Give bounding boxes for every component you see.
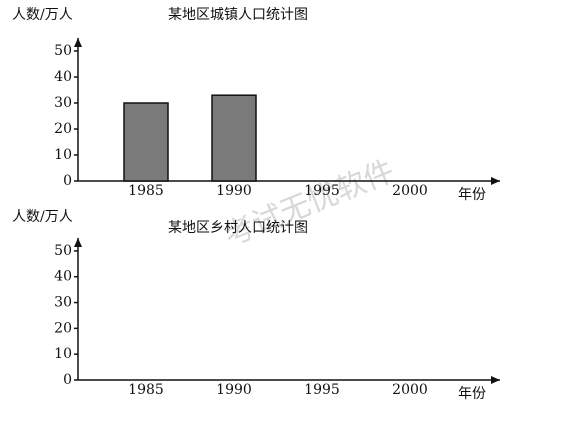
y-tick-label: 40 [54, 69, 72, 85]
y-axis-label: 人数/万人 [12, 209, 73, 225]
x-tick-label: 1995 [304, 183, 340, 199]
y-tick-label: 0 [63, 173, 72, 189]
y-arrow [74, 38, 82, 47]
x-tick-label: 1995 [304, 382, 340, 398]
x-arrow [491, 177, 500, 185]
y-tick-label: 30 [54, 95, 72, 111]
x-tick-label: 1990 [216, 382, 252, 398]
chart-title: 某地区乡村人口统计图 [168, 220, 308, 236]
x-arrow [491, 376, 500, 384]
y-tick-label: 20 [54, 320, 72, 336]
bar [211, 94, 257, 182]
x-axis-label: 年份 [458, 386, 486, 402]
x-tick-label: 1985 [128, 382, 164, 398]
x-tick-label: 1990 [216, 183, 252, 199]
bar [123, 102, 169, 182]
x-axis-label: 年份 [458, 187, 486, 203]
y-tick-label: 10 [54, 147, 72, 163]
y-tick-label: 50 [54, 43, 72, 59]
x-tick-label: 1985 [128, 183, 164, 199]
y-tick-label: 50 [54, 243, 72, 259]
y-tick-label: 10 [54, 346, 72, 362]
y-arrow [74, 238, 82, 247]
x-tick-label: 2000 [392, 183, 428, 199]
chart-title: 某地区城镇人口统计图 [168, 7, 308, 23]
y-tick-label: 0 [63, 372, 72, 388]
y-tick-label: 20 [54, 121, 72, 137]
y-tick-label: 30 [54, 295, 72, 311]
x-tick-label: 2000 [392, 382, 428, 398]
y-tick-label: 40 [54, 269, 72, 285]
y-axis-label: 人数/万人 [12, 7, 73, 23]
